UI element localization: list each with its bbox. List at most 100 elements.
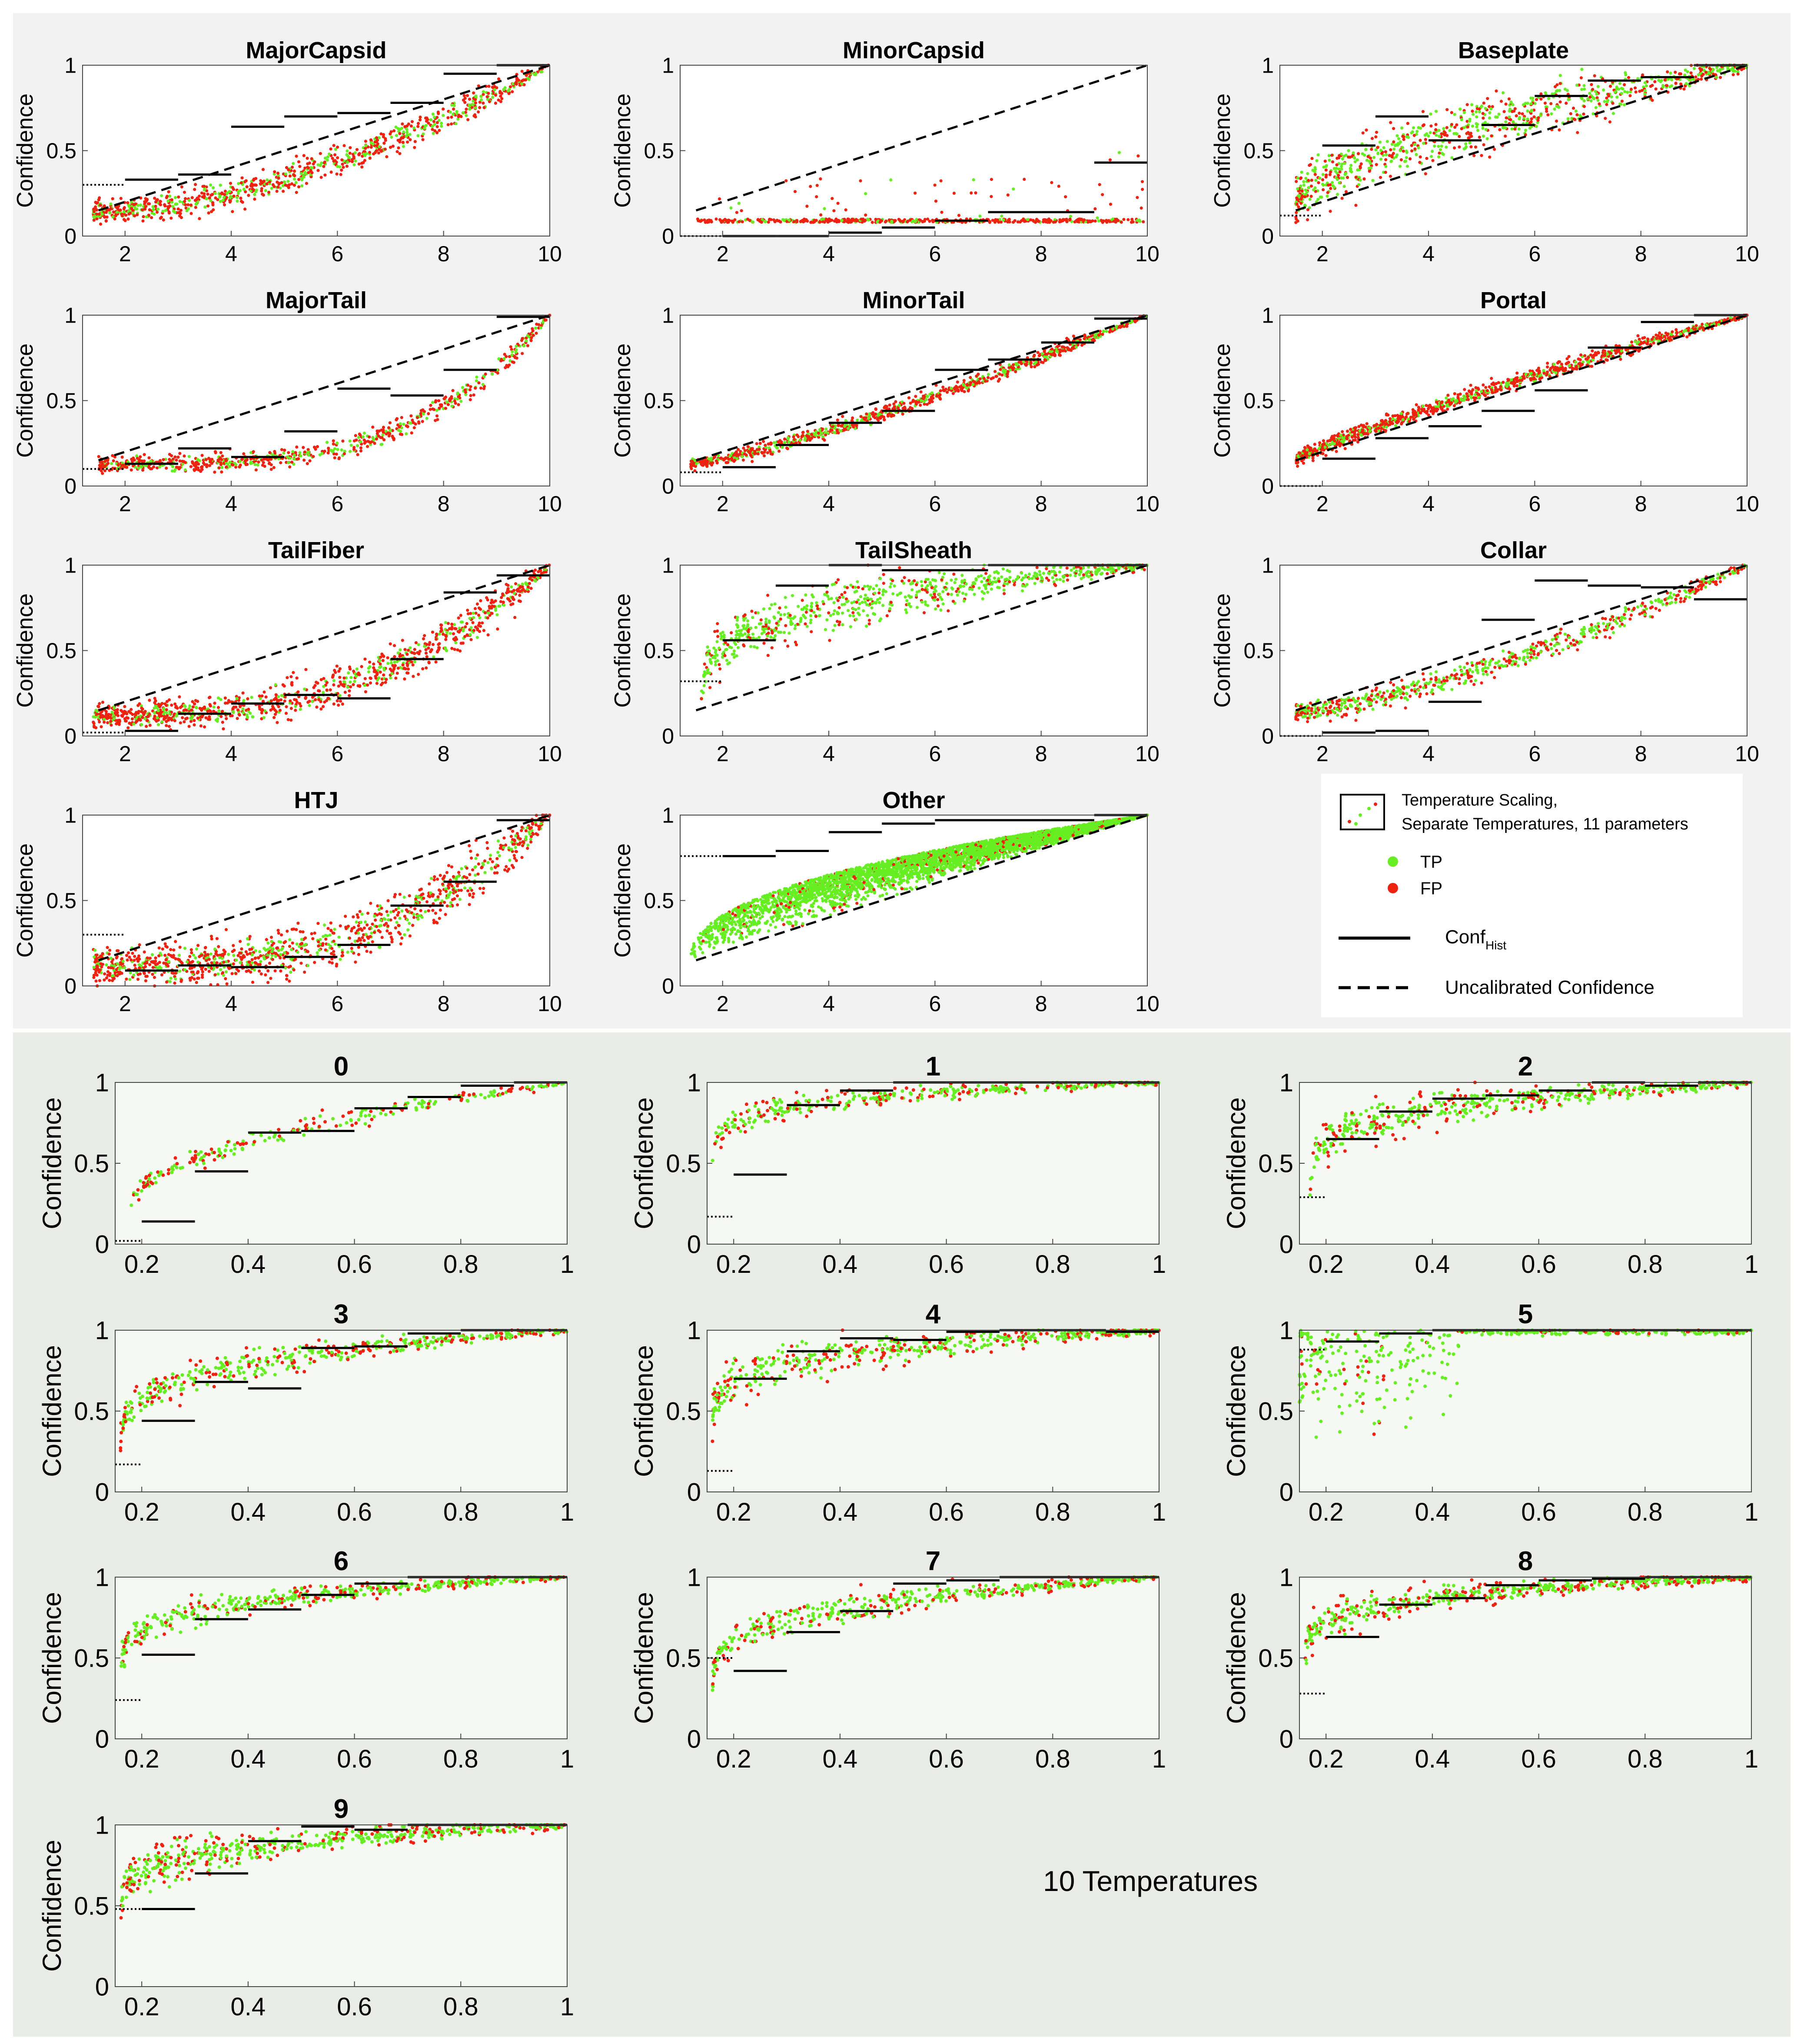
fp-point — [360, 165, 364, 169]
fp-point — [1309, 163, 1312, 166]
fp-point — [911, 399, 915, 402]
fp-point — [1415, 403, 1418, 406]
fp-point — [421, 138, 425, 141]
fp-point — [426, 118, 429, 121]
tp-point — [1404, 160, 1407, 163]
fp-point — [319, 176, 323, 179]
tp-point — [450, 404, 454, 408]
tp-point — [1692, 67, 1696, 70]
fp-point — [341, 439, 345, 443]
fp-point — [909, 401, 912, 405]
fp-point — [951, 392, 955, 395]
fp-point — [692, 464, 695, 467]
fp-point — [1142, 220, 1145, 223]
fp-point — [1057, 184, 1060, 188]
fp-point — [1549, 102, 1553, 106]
fp-point — [1569, 112, 1572, 116]
fp-point — [378, 148, 381, 151]
tp-point — [292, 162, 295, 165]
fp-point — [1335, 449, 1338, 453]
tp-point — [348, 439, 352, 443]
fp-point — [416, 122, 420, 125]
fp-point — [209, 460, 212, 463]
fp-point — [143, 459, 146, 463]
fp-point — [1065, 220, 1069, 223]
fp-point — [1328, 173, 1332, 176]
fp-point — [1045, 218, 1049, 222]
x-tick-label: 8 — [1035, 242, 1047, 266]
fp-point — [132, 203, 136, 206]
tp-point — [222, 196, 226, 199]
fp-point — [297, 185, 301, 189]
fp-point — [945, 390, 949, 394]
fp-point — [1020, 362, 1023, 366]
fp-point — [940, 210, 944, 214]
tp-point — [137, 466, 140, 470]
fp-point — [213, 470, 216, 474]
y-tick-label: 0.5 — [46, 389, 76, 413]
tp-point — [1413, 143, 1417, 146]
fp-point — [1611, 102, 1615, 105]
fp-point — [303, 450, 306, 454]
y-tick-label: 1 — [1262, 53, 1274, 78]
y-tick-label: 0.5 — [46, 139, 76, 163]
tp-point — [1395, 134, 1399, 137]
fp-point — [398, 152, 402, 155]
fp-point — [279, 461, 282, 465]
fp-point — [214, 451, 217, 454]
tp-point — [264, 189, 267, 192]
tp-point — [361, 435, 365, 439]
tp-point — [405, 130, 409, 134]
tp-point — [1316, 198, 1320, 201]
fp-point — [885, 405, 889, 408]
y-axis-label: Confidence — [610, 343, 635, 458]
tp-point — [1415, 130, 1419, 133]
fp-point — [1663, 78, 1667, 82]
fp-point — [1331, 160, 1335, 163]
fp-point — [1623, 83, 1626, 87]
x-tick-label: 4 — [823, 492, 835, 516]
fp-point — [400, 433, 404, 436]
fp-point — [966, 383, 969, 387]
tp-point — [1341, 157, 1344, 160]
fp-point — [763, 450, 766, 454]
fp-point — [899, 220, 902, 223]
fp-point — [998, 373, 1001, 376]
fp-point — [1130, 220, 1133, 224]
fp-point — [1300, 189, 1304, 193]
tp-point — [212, 186, 215, 190]
fp-point — [1298, 452, 1302, 455]
tp-point — [431, 113, 435, 116]
fp-point — [933, 183, 937, 187]
tp-point — [1445, 145, 1448, 149]
fp-point — [271, 183, 275, 186]
fp-point — [1458, 135, 1461, 138]
tp-point — [1385, 425, 1388, 429]
fp-point — [200, 454, 204, 457]
tp-point — [433, 116, 436, 119]
fp-point — [1499, 100, 1503, 103]
fp-point — [1652, 341, 1655, 345]
tp-point — [1494, 115, 1498, 119]
fp-point — [931, 220, 935, 223]
fp-point — [332, 439, 335, 443]
fp-point — [371, 426, 375, 429]
fp-point — [1658, 331, 1661, 335]
x-tick-label: 6 — [929, 242, 941, 266]
tp-point — [1337, 167, 1341, 171]
fp-point — [392, 129, 396, 133]
tp-point — [511, 82, 515, 86]
fp-point — [142, 215, 145, 218]
fp-point — [193, 188, 196, 191]
fp-point — [465, 107, 468, 111]
axes-area — [83, 65, 550, 236]
tp-point — [1007, 363, 1011, 367]
fp-point — [147, 465, 150, 469]
fp-point — [934, 200, 938, 203]
fp-point — [1375, 130, 1379, 134]
fp-point — [189, 203, 193, 207]
x-tick-label: 8 — [1035, 492, 1047, 516]
fp-point — [295, 191, 298, 194]
tp-point — [1574, 110, 1578, 113]
tp-point — [1594, 90, 1597, 93]
